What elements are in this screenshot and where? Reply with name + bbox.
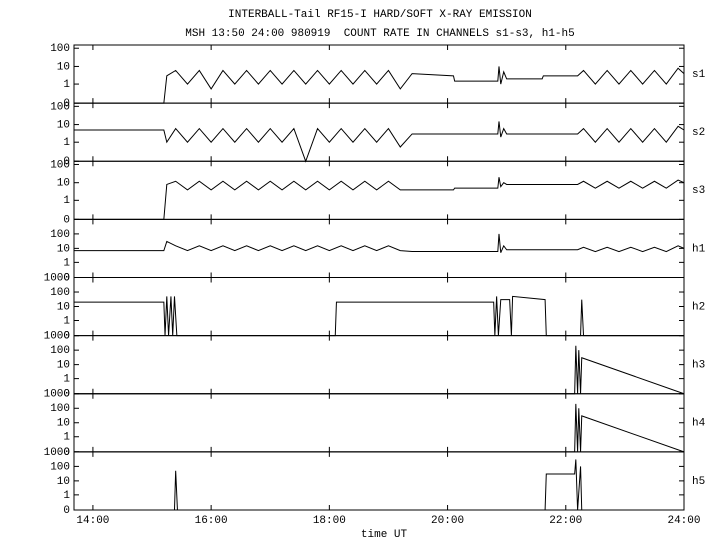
series-line xyxy=(74,121,685,163)
y-tick-label: 1000 xyxy=(44,331,70,343)
chart-title: INTERBALL-Tail RF15-I HARD/SOFT X-RAY EM… xyxy=(228,9,532,21)
y-tick-label: 0 xyxy=(63,447,70,459)
y-tick-label: 1 xyxy=(63,195,70,207)
y-tick-label: 0 xyxy=(63,505,70,517)
y-tick-label: 100 xyxy=(50,159,70,171)
series-name: h2 xyxy=(692,301,705,313)
y-tick-label: 1 xyxy=(63,374,70,386)
series-line xyxy=(74,403,685,453)
x-tick-label: 18:00 xyxy=(313,515,346,527)
x-tick-label: 24:00 xyxy=(667,515,700,527)
y-tick-label: 10 xyxy=(57,61,70,73)
x-tick-label: 16:00 xyxy=(195,515,228,527)
y-tick-label: 10 xyxy=(57,301,70,313)
series-line xyxy=(74,233,685,253)
y-tick-label: 1000 xyxy=(44,389,70,401)
series-line xyxy=(74,345,685,395)
y-tick-label: 1000 xyxy=(44,447,70,459)
y-tick-label: 0 xyxy=(63,272,70,284)
y-tick-label: 0 xyxy=(63,98,70,110)
y-tick-label: 0 xyxy=(63,389,70,401)
series-line xyxy=(74,66,685,104)
y-tick-label: 0 xyxy=(63,331,70,343)
y-tick-label: 100 xyxy=(50,461,70,473)
y-tick-label: 10 xyxy=(57,418,70,430)
y-tick-label: 100 xyxy=(50,229,70,241)
y-tick-label: 10 xyxy=(57,178,70,190)
y-tick-label: 10 xyxy=(57,360,70,372)
series-name: s1 xyxy=(692,69,706,81)
series-name: s2 xyxy=(692,127,705,139)
series-line xyxy=(74,459,684,511)
series-name: h5 xyxy=(692,476,705,488)
y-tick-label: 10 xyxy=(57,476,70,488)
y-tick-label: 100 xyxy=(50,43,70,55)
y-tick-label: 10 xyxy=(57,243,70,255)
y-tick-label: 1000 xyxy=(44,272,70,284)
chart-subtitle: MSH 13:50 24:00 980919 COUNT RATE IN CHA… xyxy=(185,28,574,40)
x-tick-label: 22:00 xyxy=(549,515,582,527)
x-tick-label: 20:00 xyxy=(431,515,464,527)
x-axis-label: time UT xyxy=(361,529,408,541)
y-tick-label: 0 xyxy=(63,214,70,226)
series-name: s3 xyxy=(692,185,705,197)
y-tick-label: 0 xyxy=(63,156,70,168)
y-tick-label: 1 xyxy=(63,137,70,149)
y-tick-label: 1 xyxy=(63,257,70,269)
x-tick-label: 14:00 xyxy=(76,515,109,527)
y-tick-label: 1 xyxy=(63,315,70,327)
series-name: h3 xyxy=(692,360,705,372)
y-tick-label: 1 xyxy=(63,79,70,91)
series-name: h1 xyxy=(692,243,706,255)
y-tick-label: 100 xyxy=(50,101,70,113)
y-tick-label: 1 xyxy=(63,432,70,444)
series-line xyxy=(74,177,685,220)
y-tick-label: 100 xyxy=(50,345,70,357)
y-tick-label: 1 xyxy=(63,490,70,502)
series-name: h4 xyxy=(692,418,706,430)
y-tick-label: 100 xyxy=(50,287,70,299)
y-tick-label: 100 xyxy=(50,403,70,415)
y-tick-label: 10 xyxy=(57,119,70,131)
